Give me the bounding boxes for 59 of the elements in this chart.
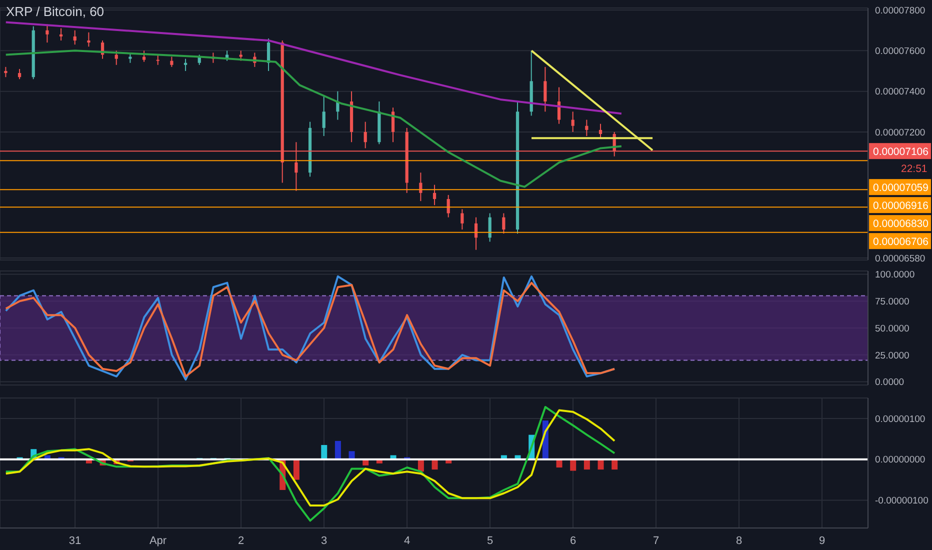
y-tick-label: 0.0000 [875, 377, 904, 388]
x-tick-label: 2 [238, 534, 244, 547]
candlestick [446, 194, 450, 218]
candlestick [59, 28, 63, 42]
ref-line-label: 0.00006830 [873, 218, 929, 230]
candlestick [322, 94, 326, 137]
candlestick [184, 58, 188, 72]
y-tick-label: 0.00006580 [875, 253, 926, 264]
ref-line-label: 0.00007106 [873, 146, 929, 158]
ref-line-label: 0.00006706 [873, 236, 929, 248]
x-tick-label: Apr [149, 534, 167, 547]
bar [334, 440, 341, 460]
ref-line-label: 0.00007059 [873, 182, 929, 194]
x-tick-label: 8 [736, 534, 742, 547]
candlestick [142, 50, 146, 62]
y-tick-label: 0.00007400 [875, 86, 926, 98]
bar [293, 459, 300, 480]
bar [321, 445, 328, 460]
line-series [4, 409, 616, 507]
candlestick [114, 50, 118, 66]
y-tick-label: -0.00000100 [875, 496, 928, 507]
x-tick-label: 31 [68, 534, 82, 547]
bar [570, 459, 576, 471]
candlestick [156, 54, 160, 66]
candlestick [432, 184, 436, 206]
candlestick [502, 212, 506, 234]
candlestick [598, 123, 602, 139]
candlestick [544, 66, 547, 112]
candlestick [18, 68, 22, 80]
candlestick [571, 111, 574, 132]
y-tick-label: 100.0000 [875, 270, 915, 281]
ref-line-label: 0.00006916 [873, 200, 929, 212]
x-tick-label: 9 [818, 534, 826, 547]
y-tick-label: 50.0000 [875, 323, 910, 334]
candlestick [585, 119, 588, 137]
line-series [4, 406, 616, 522]
candlestick [73, 30, 76, 46]
x-tick-label: 3 [320, 534, 328, 547]
candlestick [488, 212, 492, 242]
y-tick-label: 25.0000 [875, 350, 910, 362]
candlestick [170, 56, 174, 68]
candlestick [364, 121, 367, 149]
text: 22:51 [900, 162, 928, 178]
y-tick-label: 75.0000 [875, 296, 910, 308]
y-tick-label: 0.00007200 [875, 127, 926, 138]
candlestick [4, 66, 8, 78]
candlestick [46, 24, 49, 44]
x-tick-label: 5 [486, 534, 494, 547]
candlestick [87, 32, 90, 48]
x-tick-label: 4 [404, 534, 410, 547]
candlestick [460, 208, 464, 230]
x-tick-label: 7 [652, 534, 660, 547]
x-tick-label: 6 [570, 534, 576, 547]
candlestick [239, 50, 242, 62]
y-tick-label: 0.00007800 [875, 5, 926, 16]
y-tick-label: 0.00000000 [875, 454, 926, 466]
chart-title: XRP / Bitcoin, 60 [6, 4, 104, 19]
y-tick-label: 0.00007600 [875, 46, 926, 58]
y-tick-label: 0.00000100 [875, 414, 926, 425]
